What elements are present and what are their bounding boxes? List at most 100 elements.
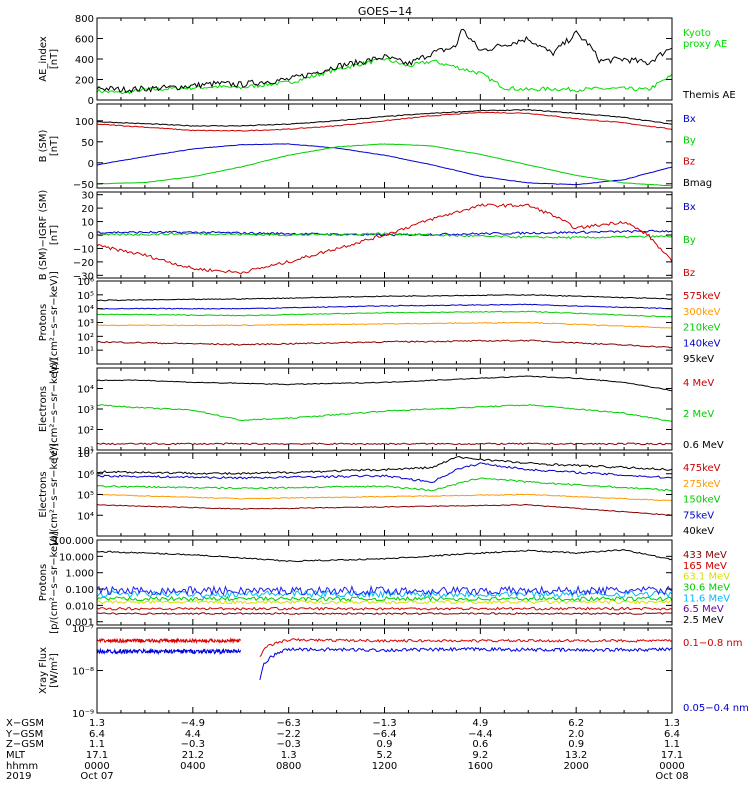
legend-entry: 475keV — [683, 463, 721, 474]
y-axis-label: [nT] — [49, 225, 60, 245]
orbit-value: 2.0 — [568, 729, 584, 740]
y-tick-label: 0 — [88, 96, 94, 107]
series-line — [96, 143, 673, 187]
orbit-value: 1.3 — [89, 718, 105, 729]
orbit-value: Oct 07 — [80, 771, 113, 782]
orbit-value: 5.2 — [377, 750, 393, 761]
y-tick-label: 10⁴ — [77, 385, 94, 396]
panel-frame — [96, 280, 673, 365]
panel-7: 0.001 0.010 0.100 1.000 10.000 100.000 Protons… — [38, 531, 730, 634]
legend-entry: 0.05−0.4 nm — [683, 703, 749, 714]
orbit-value: 1.1 — [664, 739, 680, 750]
orbit-row-label: Y−GSM — [5, 729, 43, 740]
orbit-value: 0.9 — [568, 739, 584, 750]
y-tick-label: 10³ — [77, 405, 94, 416]
panel-frame — [96, 367, 673, 451]
series-line — [97, 612, 673, 615]
orbit-value: 0.9 — [377, 739, 393, 750]
y-tick-label: 10⁷ — [77, 449, 94, 460]
series-line — [96, 549, 673, 563]
series-group — [96, 455, 673, 516]
y-axis-label: [p/(cm²−s−sr−keV)] — [49, 271, 60, 374]
y-tick-label: 10 — [81, 218, 94, 229]
orbit-value: −2.2 — [277, 729, 301, 740]
orbit-value: 0800 — [276, 761, 301, 772]
y-tick-label: 10² — [77, 332, 94, 343]
legend-entry: 75keV — [683, 510, 714, 521]
legend-entry: 30.6 MeV — [683, 583, 730, 594]
y-axis-label: [e/(cm²−s−sr−keV)] — [49, 443, 60, 546]
legend-entry: Bx — [683, 202, 696, 213]
legend-entry: 275keV — [683, 479, 721, 490]
y-tick-label: 50 — [81, 138, 94, 149]
y-tick-label: 10¹ — [77, 446, 94, 457]
orbit-value: 1600 — [468, 761, 493, 772]
orbit-row-label: X−GSM — [6, 718, 44, 729]
y-axis-label: Protons — [38, 304, 49, 341]
orbit-value: −6.3 — [277, 718, 301, 729]
series-line — [97, 493, 673, 502]
y-tick-label: 0 — [88, 159, 94, 170]
series-line — [96, 203, 673, 275]
legend-entry: proxy AE — [683, 39, 727, 50]
series-line — [96, 503, 673, 516]
series-group — [96, 549, 673, 615]
y-tick-label: 800 — [75, 14, 94, 25]
y-tick-label: 1.000 — [65, 569, 94, 580]
orbit-value: −0.3 — [181, 739, 205, 750]
series-group — [96, 294, 673, 349]
legend-entry: 575keV — [683, 291, 721, 302]
panel-frame — [96, 539, 673, 626]
orbit-value: 1.3 — [664, 718, 680, 729]
legend-entry: 63.1 MeV — [683, 572, 730, 583]
y-tick-label: 0.010 — [65, 601, 94, 612]
y-tick-label: 10⁶ — [77, 470, 94, 481]
y-tick-label: 0.001 — [65, 618, 94, 629]
orbit-value: 17.1 — [86, 750, 108, 761]
orbit-value: −6.4 — [372, 729, 396, 740]
series-line — [96, 375, 673, 392]
series-line — [96, 404, 673, 422]
y-tick-label: 10⁵ — [77, 491, 94, 502]
orbit-value: Oct 08 — [655, 771, 688, 782]
series-line — [96, 339, 673, 349]
y-tick-label: 200 — [75, 76, 94, 87]
legend-entry: By — [683, 135, 696, 146]
legend-entry: 0.1−0.8 nm — [683, 638, 742, 649]
y-tick-label: 10⁻⁹ — [72, 709, 94, 720]
y-tick-label: 20 — [81, 204, 94, 215]
series-group — [96, 28, 673, 95]
series-line — [96, 606, 673, 611]
y-axis-label: Electrons — [38, 386, 49, 432]
orbit-value: 1.1 — [89, 739, 105, 750]
orbit-value: 17.1 — [661, 750, 683, 761]
series-group — [96, 203, 673, 275]
orbit-value: −4.4 — [468, 729, 492, 740]
series-line — [96, 57, 673, 95]
legend-entry: Bz — [683, 268, 695, 279]
legend-entry: Kyoto — [683, 28, 711, 39]
y-tick-label: 10² — [77, 426, 94, 437]
y-axis-label: B (SM) — [38, 129, 49, 162]
y-tick-label: −50 — [73, 180, 94, 191]
series-line — [96, 477, 673, 492]
legend-entry: 2 MeV — [683, 409, 714, 420]
legend-entry: 40keV — [683, 526, 714, 537]
series-group — [96, 109, 673, 187]
orbit-value: 21.2 — [182, 750, 204, 761]
orbit-value: 1200 — [372, 761, 397, 772]
panel-6: 10⁴ 10⁵ 10⁶ 10⁷ Electrons [e/(cm²−s−sr−keV)] 4… — [38, 443, 721, 546]
orbit-value: 0.6 — [472, 739, 488, 750]
orbit-value: −1.3 — [372, 718, 396, 729]
legend-entry: 433 MeV — [683, 550, 727, 561]
y-tick-label: 600 — [75, 35, 94, 46]
orbit-value: 0000 — [659, 761, 684, 772]
orbit-value: 4.9 — [472, 718, 488, 729]
y-axis-label: [e/(cm²−s−sr−keV)] — [49, 358, 60, 461]
orbit-value: −4.9 — [181, 718, 205, 729]
y-tick-label: 30 — [81, 191, 94, 202]
series-line — [96, 310, 673, 318]
